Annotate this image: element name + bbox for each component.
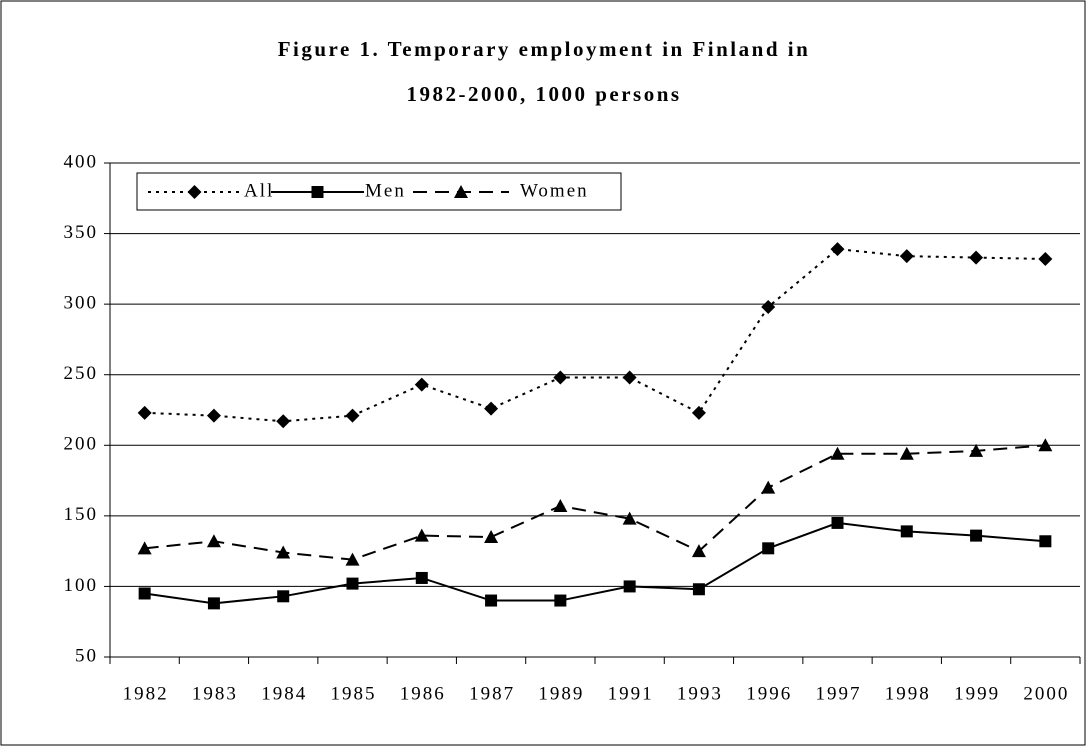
x-tick-label: 1989 [538, 683, 584, 704]
marker [622, 511, 637, 525]
marker [277, 590, 290, 603]
marker [691, 405, 706, 420]
chart-title: 1982-2000, 1000 persons [406, 82, 681, 106]
marker [454, 185, 468, 198]
marker [485, 594, 498, 607]
x-tick-label: 1982 [123, 683, 169, 704]
marker [830, 446, 845, 460]
marker [831, 516, 844, 529]
marker [207, 597, 220, 610]
chart-title: Figure 1. Temporary employment in Finlan… [278, 37, 811, 61]
y-tick-label: 150 [64, 504, 99, 525]
marker [137, 405, 152, 420]
x-tick-label: 1991 [608, 683, 654, 704]
y-tick-label: 50 [75, 645, 98, 666]
y-tick-label: 400 [64, 151, 99, 172]
marker [761, 480, 776, 494]
y-tick-label: 250 [64, 363, 99, 384]
marker [692, 583, 705, 596]
marker [553, 370, 568, 385]
x-tick-label: 1987 [469, 683, 515, 704]
series-line [144, 521, 1046, 605]
marker [899, 249, 914, 264]
marker [553, 498, 568, 512]
x-tick-label: 1999 [954, 683, 1000, 704]
x-tick-label: 2000 [1023, 683, 1069, 704]
legend-label: All [244, 180, 274, 201]
marker [276, 414, 291, 429]
marker [830, 242, 845, 257]
marker [276, 545, 291, 559]
marker [484, 401, 499, 416]
x-tick-label: 1993 [677, 683, 723, 704]
marker [414, 377, 429, 392]
legend-box [136, 172, 622, 211]
y-tick-label: 350 [64, 222, 99, 243]
marker [138, 587, 151, 600]
marker [346, 577, 359, 590]
marker [206, 534, 221, 548]
marker [969, 443, 984, 457]
marker [899, 446, 914, 460]
marker [900, 525, 913, 538]
marker [311, 186, 324, 198]
marker [691, 544, 706, 558]
marker [415, 571, 428, 584]
x-tick-label: 1983 [192, 683, 238, 704]
legend-label: Men [365, 180, 406, 201]
x-tick-label: 1997 [816, 683, 862, 704]
marker [1038, 251, 1053, 266]
marker [969, 250, 984, 265]
x-tick-label: 1984 [261, 683, 307, 704]
series-line [144, 444, 1046, 561]
marker [345, 552, 360, 566]
marker [1038, 438, 1053, 452]
x-tick-label: 1998 [885, 683, 931, 704]
marker [761, 299, 776, 314]
legend-label: Women [520, 180, 589, 201]
marker [484, 530, 499, 544]
marker [414, 528, 429, 542]
marker [762, 542, 775, 555]
marker [970, 529, 983, 542]
marker [345, 408, 360, 423]
marker [554, 594, 567, 607]
y-tick-label: 200 [64, 434, 99, 455]
marker [137, 541, 152, 555]
x-tick-label: 1996 [746, 683, 792, 704]
marker [623, 580, 636, 593]
marker [1039, 535, 1052, 548]
x-tick-label: 1986 [400, 683, 446, 704]
marker [622, 370, 637, 385]
marker [206, 408, 221, 423]
marker [187, 185, 202, 199]
x-tick-label: 1985 [331, 683, 377, 704]
y-tick-label: 300 [64, 293, 99, 314]
y-tick-label: 100 [64, 575, 99, 596]
